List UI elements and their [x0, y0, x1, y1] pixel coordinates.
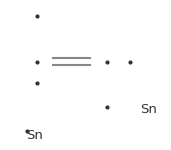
- Text: Sn: Sn: [140, 103, 157, 116]
- Text: Sn: Sn: [27, 129, 43, 142]
